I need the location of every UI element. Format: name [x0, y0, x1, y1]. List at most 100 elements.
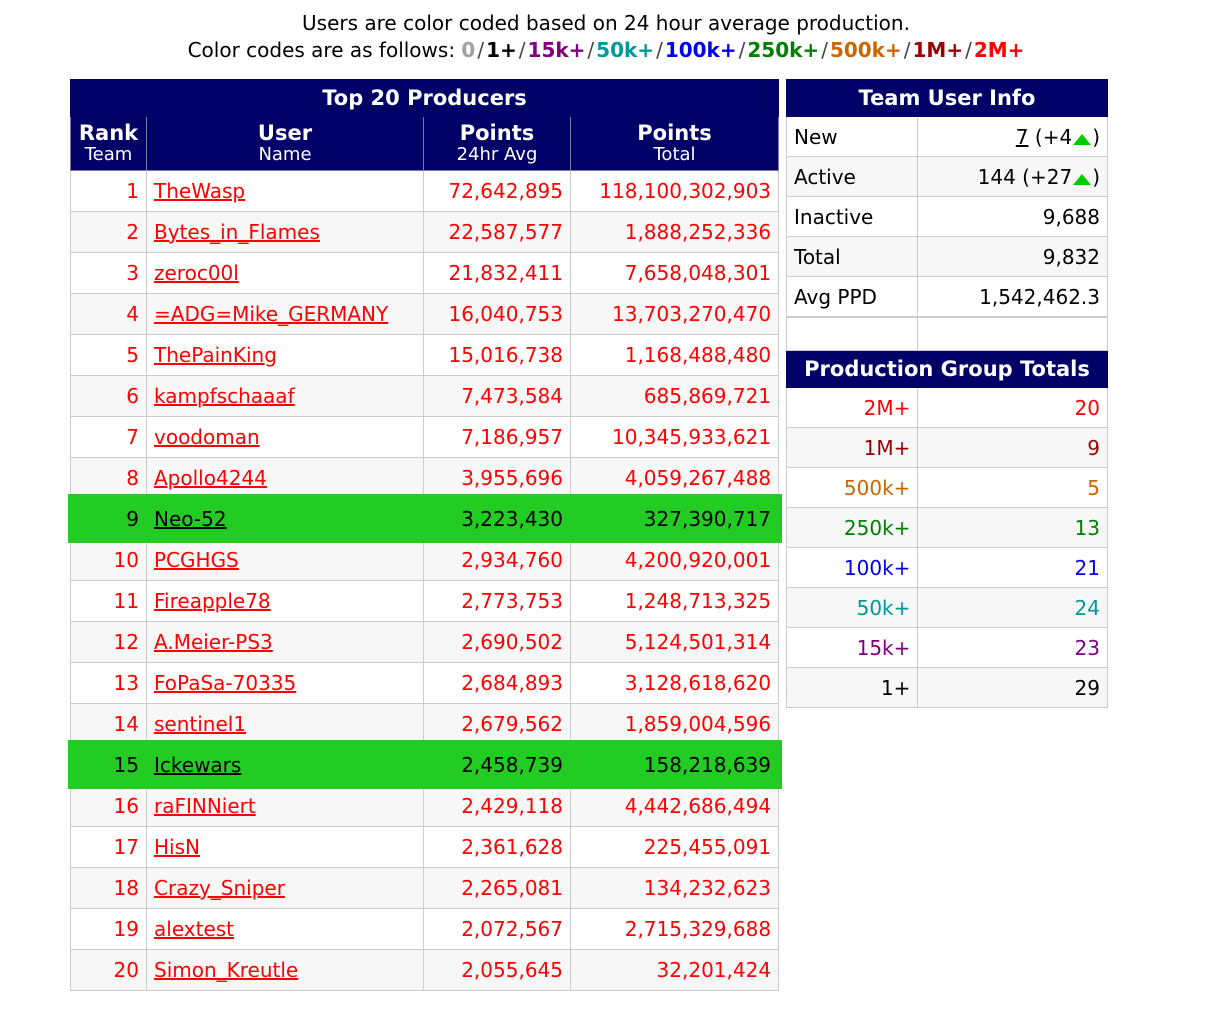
table-row[interactable]: 1 TheWasp 72,642,895 118,100,302,903 — [70, 169, 780, 212]
user-link[interactable]: =ADG=Mike_GERMANY — [154, 301, 389, 326]
cell-points-total: 158,218,639 — [569, 743, 780, 786]
cell-rank: 18 — [70, 866, 147, 909]
cell-rank: 2 — [70, 210, 147, 253]
producers-col-header-3[interactable]: Points Total — [569, 116, 780, 171]
legend-code-100kplus: 100k+ — [664, 38, 737, 62]
legend-code-500kplus: 500k+ — [829, 38, 902, 62]
user-link[interactable]: FoPaSa-70335 — [154, 670, 297, 695]
group-total-row: 50k+ 24 — [785, 587, 1108, 628]
points-avg-value: 2,265,081 — [461, 875, 563, 900]
table-row[interactable]: 9 Neo-52 3,223,430 327,390,717 — [70, 497, 780, 540]
producers-col-header-2[interactable]: Points 24hr Avg — [423, 116, 571, 171]
team-info-row: Avg PPD 1,542,462.3 — [785, 276, 1108, 317]
team-info-value-text: 144 — [977, 164, 1016, 189]
user-link[interactable]: Simon_Kreutle — [154, 957, 299, 982]
points-total-value: 4,442,686,494 — [624, 793, 772, 818]
user-link[interactable]: Ickewars — [154, 752, 242, 777]
points-total-value: 10,345,933,621 — [612, 424, 772, 449]
table-row[interactable]: 12 A.Meier-PS3 2,690,502 5,124,501,314 — [70, 620, 780, 663]
up-triangle-icon — [1073, 173, 1092, 185]
user-link[interactable]: zeroc00l — [154, 260, 239, 285]
user-link[interactable]: Crazy_Sniper — [154, 875, 285, 900]
team-user-info-table: Team User Info New 7 (+4) Active 144 (+27) I… — [785, 79, 1108, 317]
points-avg-value: 7,186,957 — [461, 424, 563, 449]
user-link[interactable]: raFINNiert — [154, 793, 256, 818]
cell-user: alextest — [146, 907, 424, 950]
rank-value: 2 — [126, 219, 139, 244]
user-link[interactable]: TheWasp — [154, 178, 246, 203]
team-info-delta-close: ) — [1092, 164, 1100, 189]
table-row[interactable]: 2 Bytes_in_Flames 22,587,577 1,888,252,336 — [70, 210, 780, 253]
cell-user: FoPaSa-70335 — [146, 661, 424, 704]
team-info-value: 1,542,462.3 — [917, 276, 1108, 317]
table-row[interactable]: 20 Simon_Kreutle 2,055,645 32,201,424 — [70, 948, 780, 991]
legend-separator: / — [656, 38, 663, 62]
team-info-row: Inactive 9,688 — [785, 196, 1108, 237]
table-row[interactable]: 5 ThePainKing 15,016,738 1,168,488,480 — [70, 333, 780, 376]
cell-points-total: 225,455,091 — [569, 825, 780, 868]
legend-code-1plus: 1+ — [486, 38, 517, 62]
table-row[interactable]: 16 raFINNiert 2,429,118 4,442,686,494 — [70, 784, 780, 827]
table-row[interactable]: 7 voodoman 7,186,957 10,345,933,621 — [70, 415, 780, 458]
user-link[interactable]: sentinel1 — [154, 711, 247, 736]
table-row[interactable]: 19 alextest 2,072,567 2,715,329,688 — [70, 907, 780, 950]
cell-rank: 7 — [70, 415, 147, 458]
points-avg-value: 2,429,118 — [461, 793, 563, 818]
top-producers-table: Top 20 Producers Rank Team User Name Points 2… — [69, 79, 780, 991]
points-total-value: 158,218,639 — [643, 752, 772, 777]
points-avg-value: 2,072,567 — [461, 916, 563, 941]
team-info-value: 7 (+4) — [917, 116, 1108, 157]
user-link[interactable]: voodoman — [154, 424, 260, 449]
col-header-title: Points — [637, 121, 712, 145]
cell-rank: 5 — [70, 333, 147, 376]
team-info-title: Team User Info — [786, 79, 1108, 117]
team-info-label: Inactive — [785, 196, 919, 237]
user-link[interactable]: Neo-52 — [154, 506, 227, 531]
producers-title: Top 20 Producers — [69, 79, 780, 117]
rank-value: 15 — [113, 752, 139, 777]
table-row[interactable]: 10 PCGHGS 2,934,760 4,200,920,001 — [70, 538, 780, 581]
cell-points-total: 10,345,933,621 — [569, 415, 780, 458]
user-link[interactable]: Bytes_in_Flames — [154, 219, 320, 244]
producers-col-header-1[interactable]: User Name — [146, 116, 424, 171]
user-link[interactable]: ThePainKing — [154, 342, 277, 367]
group-total-row: 15k+ 23 — [785, 627, 1108, 668]
table-row[interactable]: 6 kampfschaaaf 7,473,584 685,869,721 — [70, 374, 780, 417]
group-total-row: 1+ 29 — [785, 667, 1108, 708]
team-info-value: 144 (+27) — [917, 156, 1108, 197]
user-link[interactable]: alextest — [154, 916, 235, 941]
points-avg-value: 2,361,628 — [461, 834, 563, 859]
table-row[interactable]: 17 HisN 2,361,628 225,455,091 — [70, 825, 780, 868]
team-info-row: Total 9,832 — [785, 236, 1108, 277]
points-avg-value: 3,223,430 — [461, 506, 563, 531]
table-row[interactable]: 13 FoPaSa-70335 2,684,893 3,128,618,620 — [70, 661, 780, 704]
legend-separator: / — [587, 38, 595, 62]
cell-user: raFINNiert — [146, 784, 424, 827]
points-total-value: 5,124,501,314 — [624, 629, 772, 654]
gap-cell-left — [785, 317, 919, 351]
user-link[interactable]: PCGHGS — [154, 547, 239, 572]
table-row[interactable]: 8 Apollo4244 3,955,696 4,059,267,488 — [70, 456, 780, 499]
points-avg-value: 15,016,738 — [448, 342, 563, 367]
user-link[interactable]: Fireapple78 — [154, 588, 271, 613]
team-info-label: Total — [785, 236, 919, 277]
legend-separator: / — [477, 38, 485, 62]
user-link[interactable]: A.Meier-PS3 — [154, 629, 273, 654]
table-row[interactable]: 15 Ickewars 2,458,739 158,218,639 — [70, 743, 780, 786]
table-row[interactable]: 14 sentinel1 2,679,562 1,859,004,596 — [70, 702, 780, 745]
team-info-row: New 7 (+4) — [785, 116, 1108, 157]
cell-rank: 10 — [70, 538, 147, 581]
team-info-value-link[interactable]: 7 — [1015, 124, 1029, 149]
group-total-row: 100k+ 21 — [785, 547, 1108, 588]
table-row[interactable]: 18 Crazy_Sniper 2,265,081 134,232,623 — [70, 866, 780, 909]
user-link[interactable]: HisN — [154, 834, 200, 859]
user-link[interactable]: Apollo4244 — [154, 465, 267, 490]
rank-value: 5 — [126, 342, 139, 367]
table-row[interactable]: 4 =ADG=Mike_GERMANY 16,040,753 13,703,270,4… — [70, 292, 780, 335]
cell-user: Ickewars — [146, 743, 424, 786]
points-avg-value: 2,684,893 — [461, 670, 563, 695]
table-row[interactable]: 11 Fireapple78 2,773,753 1,248,713,325 — [70, 579, 780, 622]
producers-col-header-0[interactable]: Rank Team — [70, 116, 147, 171]
user-link[interactable]: kampfschaaaf — [154, 383, 295, 408]
table-row[interactable]: 3 zeroc00l 21,832,411 7,658,048,301 — [70, 251, 780, 294]
